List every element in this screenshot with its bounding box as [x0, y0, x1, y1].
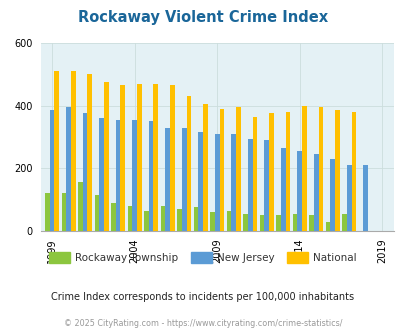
Bar	[231, 134, 235, 231]
Bar	[247, 139, 252, 231]
Bar	[153, 84, 158, 231]
Bar	[276, 215, 280, 231]
Bar	[297, 151, 301, 231]
Bar	[346, 165, 351, 231]
Bar	[128, 206, 132, 231]
Bar	[193, 208, 198, 231]
Bar	[351, 112, 355, 231]
Bar	[341, 214, 346, 231]
Bar	[243, 214, 247, 231]
Bar	[111, 203, 115, 231]
Bar	[285, 112, 290, 231]
Bar	[136, 84, 141, 231]
Bar	[318, 107, 322, 231]
Bar	[115, 120, 120, 231]
Bar	[177, 209, 181, 231]
Bar	[71, 71, 75, 231]
Bar	[149, 121, 153, 231]
Bar	[45, 193, 50, 231]
Bar	[292, 214, 297, 231]
Bar	[252, 116, 256, 231]
Bar	[83, 114, 87, 231]
Bar	[120, 85, 125, 231]
Bar	[309, 215, 313, 231]
Text: Crime Index corresponds to incidents per 100,000 inhabitants: Crime Index corresponds to incidents per…	[51, 292, 354, 302]
Text: © 2025 CityRating.com - https://www.cityrating.com/crime-statistics/: © 2025 CityRating.com - https://www.city…	[64, 319, 341, 328]
Bar	[259, 215, 264, 231]
Bar	[94, 195, 99, 231]
Bar	[186, 96, 191, 231]
Bar	[325, 222, 330, 231]
Bar	[78, 182, 83, 231]
Bar	[280, 148, 285, 231]
Bar	[330, 159, 334, 231]
Bar	[165, 128, 170, 231]
Bar	[54, 71, 59, 231]
Bar	[66, 107, 71, 231]
Bar	[226, 211, 231, 231]
Bar	[210, 212, 214, 231]
Bar	[198, 132, 202, 231]
Bar	[144, 211, 149, 231]
Bar	[50, 110, 54, 231]
Text: Rockaway Violent Crime Index: Rockaway Violent Crime Index	[78, 10, 327, 25]
Bar	[181, 128, 186, 231]
Bar	[301, 106, 306, 231]
Bar	[362, 165, 367, 231]
Bar	[62, 193, 66, 231]
Bar	[235, 107, 240, 231]
Bar	[170, 85, 174, 231]
Bar	[87, 74, 92, 231]
Bar	[104, 82, 108, 231]
Bar	[219, 109, 224, 231]
Bar	[264, 140, 269, 231]
Bar	[214, 134, 219, 231]
Bar	[313, 154, 318, 231]
Bar	[269, 114, 273, 231]
Legend: Rockaway Township, New Jersey, National: Rockaway Township, New Jersey, National	[45, 248, 360, 267]
Bar	[132, 120, 136, 231]
Bar	[99, 118, 104, 231]
Bar	[202, 104, 207, 231]
Bar	[160, 206, 165, 231]
Bar	[334, 110, 339, 231]
